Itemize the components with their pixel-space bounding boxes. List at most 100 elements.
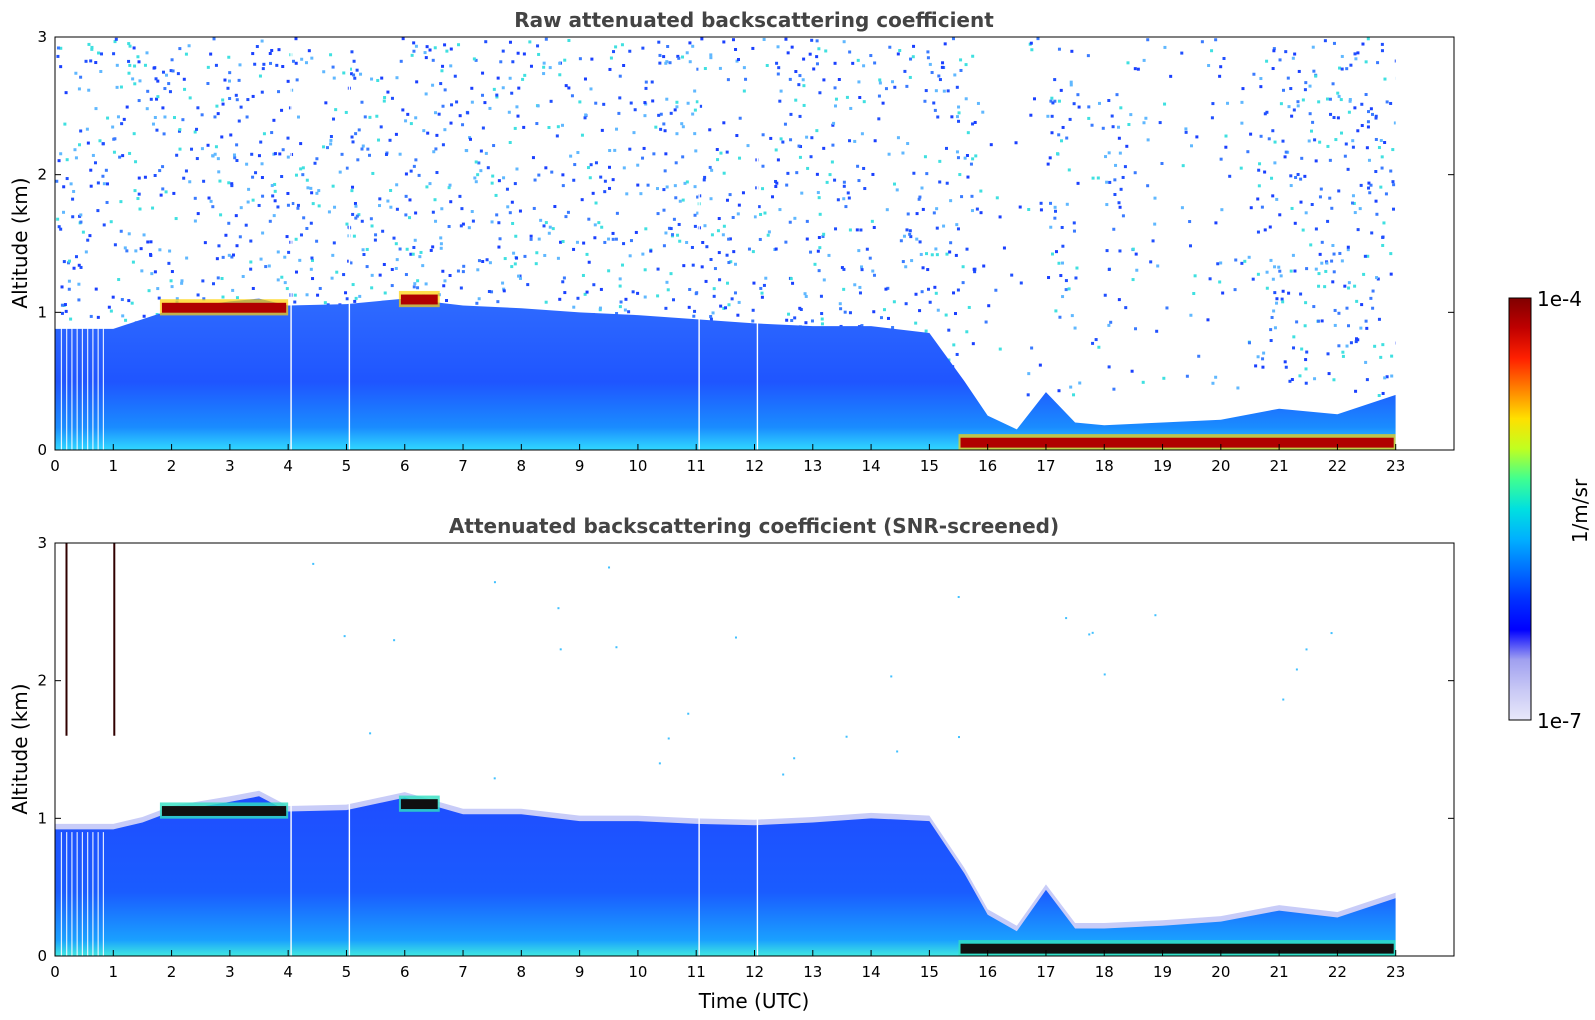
noise-speck xyxy=(111,295,115,299)
noise-speck xyxy=(142,314,146,318)
noise-speck xyxy=(556,125,560,129)
noise-speck xyxy=(1123,165,1127,169)
noise-speck xyxy=(815,129,819,133)
noise-speck xyxy=(246,98,250,102)
noise-speck xyxy=(953,73,957,77)
noise-speck xyxy=(207,196,211,200)
noise-speck xyxy=(170,58,174,62)
noise-speck xyxy=(1243,259,1247,263)
noise-speck xyxy=(1296,104,1300,108)
noise-speck xyxy=(886,316,890,320)
noise-speck xyxy=(1219,65,1223,69)
noise-speck xyxy=(448,274,452,278)
noise-speck xyxy=(1228,174,1232,178)
x-tick-label: 16 xyxy=(978,963,997,981)
noise-speck xyxy=(1065,136,1069,140)
noise-speck xyxy=(842,287,846,291)
noise-speck xyxy=(345,166,349,170)
noise-speck xyxy=(441,64,445,68)
noise-speck xyxy=(758,237,762,241)
noise-speck xyxy=(643,268,647,272)
noise-speck xyxy=(838,302,842,306)
noise-speck xyxy=(1330,632,1333,635)
noise-speck xyxy=(941,61,945,65)
noise-speck xyxy=(1367,181,1371,185)
noise-speck xyxy=(994,288,998,292)
top-panel-title: Raw attenuated backscattering coefficien… xyxy=(514,8,994,32)
noise-speck xyxy=(1047,276,1051,280)
noise-speck xyxy=(1356,129,1360,133)
noise-speck xyxy=(497,245,501,249)
noise-speck xyxy=(294,237,298,241)
noise-speck xyxy=(1317,100,1321,104)
noise-speck xyxy=(955,223,959,227)
noise-speck xyxy=(127,59,131,63)
noise-speck xyxy=(140,269,144,273)
noise-speck xyxy=(477,297,481,301)
noise-speck xyxy=(761,187,765,191)
noise-speck xyxy=(928,62,932,66)
noise-speck xyxy=(317,189,321,193)
noise-speck xyxy=(1057,261,1061,265)
noise-speck xyxy=(445,49,449,53)
noise-speck xyxy=(1374,114,1378,118)
noise-speck xyxy=(394,266,398,270)
noise-speck xyxy=(693,213,697,217)
noise-speck xyxy=(1249,206,1253,210)
noise-speck xyxy=(877,117,881,121)
noise-speck xyxy=(1328,158,1332,162)
noise-speck xyxy=(79,265,83,269)
noise-speck xyxy=(71,197,75,201)
noise-speck xyxy=(416,279,420,283)
noise-speck xyxy=(1087,116,1091,120)
noise-speck xyxy=(558,73,562,77)
noise-speck xyxy=(884,287,888,291)
noise-speck xyxy=(227,79,231,83)
noise-speck xyxy=(312,562,315,565)
noise-speck xyxy=(1108,180,1112,184)
noise-speck xyxy=(1290,206,1294,210)
noise-speck xyxy=(956,227,960,231)
noise-speck xyxy=(1323,39,1327,43)
noise-speck xyxy=(851,61,855,65)
noise-speck xyxy=(956,156,960,160)
noise-speck xyxy=(1208,277,1212,281)
noise-speck xyxy=(1391,148,1395,152)
noise-speck xyxy=(664,231,668,235)
noise-speck xyxy=(273,152,277,156)
noise-speck xyxy=(56,217,60,221)
noise-speck xyxy=(1281,88,1285,92)
noise-speck xyxy=(1219,261,1223,265)
noise-speck xyxy=(1269,258,1273,262)
noise-speck xyxy=(923,155,927,159)
noise-speck xyxy=(57,159,61,163)
noise-speck xyxy=(765,63,769,67)
noise-speck xyxy=(1326,219,1330,223)
noise-speck xyxy=(404,119,408,123)
noise-speck xyxy=(432,150,436,154)
noise-speck xyxy=(625,192,629,196)
noise-speck xyxy=(798,155,802,159)
noise-speck xyxy=(945,252,949,256)
noise-speck xyxy=(1343,154,1347,158)
noise-speck xyxy=(94,107,98,111)
noise-speck xyxy=(182,176,186,180)
noise-speck xyxy=(431,210,435,214)
noise-speck xyxy=(89,314,93,318)
noise-speck xyxy=(1382,221,1386,225)
noise-speck xyxy=(247,187,251,191)
noise-speck xyxy=(1057,47,1061,51)
noise-speck xyxy=(390,284,394,288)
noise-speck xyxy=(437,112,441,116)
noise-speck xyxy=(477,259,481,263)
noise-speck xyxy=(1270,176,1274,180)
noise-speck xyxy=(824,49,828,53)
noise-speck xyxy=(1273,265,1277,269)
noise-speck xyxy=(217,170,221,174)
noise-speck xyxy=(688,287,692,291)
noise-speck xyxy=(641,252,645,256)
noise-speck xyxy=(1259,77,1263,81)
noise-speck xyxy=(1374,170,1378,174)
noise-speck xyxy=(220,277,224,281)
noise-speck xyxy=(802,84,806,88)
